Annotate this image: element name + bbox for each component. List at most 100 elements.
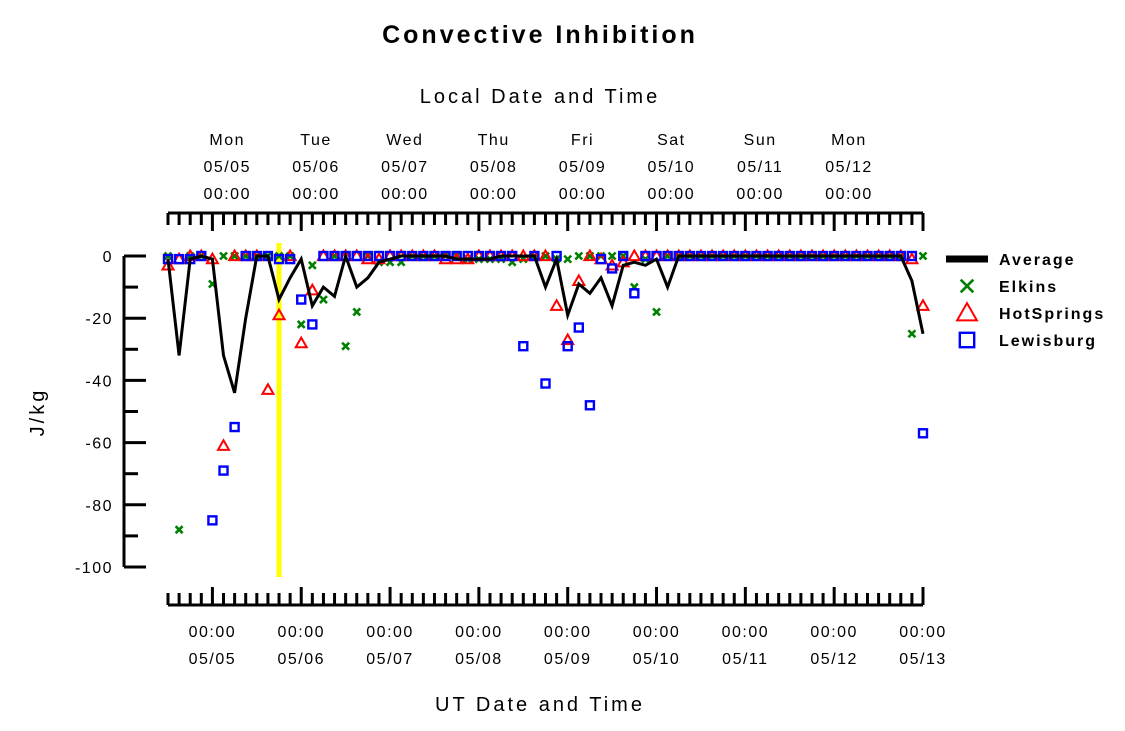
data-point-lewisburg [373,250,385,262]
data-point-hotsprings [549,298,564,311]
data-point-lewisburg [540,378,551,389]
data-point-hotsprings [260,382,276,395]
top-tick-date: 05/08 [470,159,518,176]
bottom-tick-date: 05/12 [810,651,858,668]
top-tick-day: Tue [300,132,331,149]
top-time-axis: Mon05/0500:00Tue05/0600:00Wed05/0700:00T… [166,132,925,231]
data-point-lewisburg [296,294,307,305]
legend-label: HotSprings [999,306,1105,323]
bottom-tick-time: 00:00 [899,624,947,641]
top-tick-day: Fri [571,132,594,149]
data-point-hotsprings [271,307,287,321]
bottom-tick-label: 00:00 05/10 [633,624,679,668]
data-point-lewisburg [606,263,618,274]
data-point-lewisburg [307,319,318,330]
bottom-tick-label: 00:00 05/09 [544,624,592,668]
top-tick-date: 05/06 [292,159,340,176]
top-tick-date: 05/11 [737,159,783,176]
data-point-elkins [352,307,362,317]
data-point-hotsprings [627,248,642,262]
data-point-hotsprings [915,298,931,311]
data-point-lewisburg [917,428,929,439]
data-point-hotsprings [216,438,231,451]
top-tick-date: 05/05 [203,159,251,176]
data-point-lewisburg [240,250,251,262]
bottom-tick-time: 00:00 [277,624,325,641]
top-tick-day: Sat [657,132,686,149]
legend-item: HotSprings [955,301,1105,323]
top-tick-label: Tue 05/06 00:00 [292,132,340,203]
top-tick-day: Mon [209,132,245,149]
data-point-hotsprings [582,248,598,262]
current-time-marker [276,243,282,577]
bottom-tick-date: 05/06 [277,651,325,668]
top-tick-time: 00:00 [559,186,607,203]
bottom-tick-date: 05/11 [722,651,768,668]
top-tick-day: Thu [478,132,510,149]
top-tick-time: 00:00 [825,186,873,203]
bottom-tick-date: 05/07 [366,651,414,668]
bottom-tick-date: 05/08 [455,651,503,668]
top-tick-day: Sun [744,132,777,149]
legend-swatch-x [959,278,975,294]
y-tick-label: -40 [85,373,113,390]
legend-label: Lewisburg [999,333,1097,350]
legend-item: Elkins [959,278,1058,296]
top-tick-time: 00:00 [381,186,429,203]
bottom-tick-label: 00:00 05/05 [189,624,237,668]
legend-label: Elkins [999,279,1058,296]
legend-swatch-square [958,331,976,349]
top-tick-time: 00:00 [648,186,696,203]
data-point-hotsprings [227,248,242,262]
series-layer [160,248,931,535]
top-tick-label: Thu 05/08 00:00 [470,132,518,203]
bottom-tick-time: 00:00 [544,624,592,641]
top-tick-label: Mon 05/05 00:00 [203,132,251,203]
data-point-lewisburg [318,250,329,262]
top-tick-label: Fri 05/09 00:00 [559,132,607,203]
data-point-lewisburg [573,322,585,333]
data-point-elkins [563,254,573,264]
data-point-lewisburg [640,250,651,262]
bottom-tick-label: 00:00 05/12 [810,624,858,668]
data-point-elkins [319,295,328,304]
data-point-lewisburg [906,250,918,262]
y-tick-label: -60 [85,436,113,453]
bottom-tick-time: 00:00 [189,624,237,641]
data-point-lewisburg [218,465,229,476]
data-point-elkins [907,329,917,339]
data-point-lewisburg [273,253,285,265]
data-point-lewisburg [351,250,362,262]
y-tick-label: -100 [75,560,113,577]
data-point-elkins [607,251,617,261]
top-tick-time: 00:00 [736,186,784,203]
bottom-tick-date: 05/13 [899,651,947,668]
legend-item: Lewisburg [958,331,1097,350]
bottom-tick-label: 00:00 05/06 [277,624,325,668]
top-tick-day: Mon [831,132,867,149]
top-tick-date: 05/09 [559,159,607,176]
data-point-lewisburg [329,250,340,262]
data-point-hotsprings [904,251,920,265]
y-axis-title: J/kg [27,388,49,437]
bottom-tick-label: 00:00 05/13 [899,624,947,668]
top-tick-time: 00:00 [203,186,251,203]
data-point-lewisburg [284,253,296,265]
data-point-elkins [652,307,661,317]
legend-swatch-line [946,255,988,263]
top-tick-date: 05/07 [381,159,429,176]
data-point-elkins [296,320,306,329]
bottom-tick-time: 00:00 [455,624,503,641]
legend-swatch-triangle [955,301,979,322]
y-tick-label: -80 [85,498,113,515]
top-tick-time: 00:00 [292,186,340,203]
bottom-tick-date: 05/05 [189,651,237,668]
top-tick-date: 05/12 [825,159,873,176]
bottom-axis-title: UT Date and Time [435,694,645,716]
data-point-lewisburg [618,250,629,262]
data-point-lewisburg [207,515,218,526]
data-point-elkins [574,251,584,261]
data-point-elkins [307,260,317,270]
data-point-hotsprings [294,335,309,349]
